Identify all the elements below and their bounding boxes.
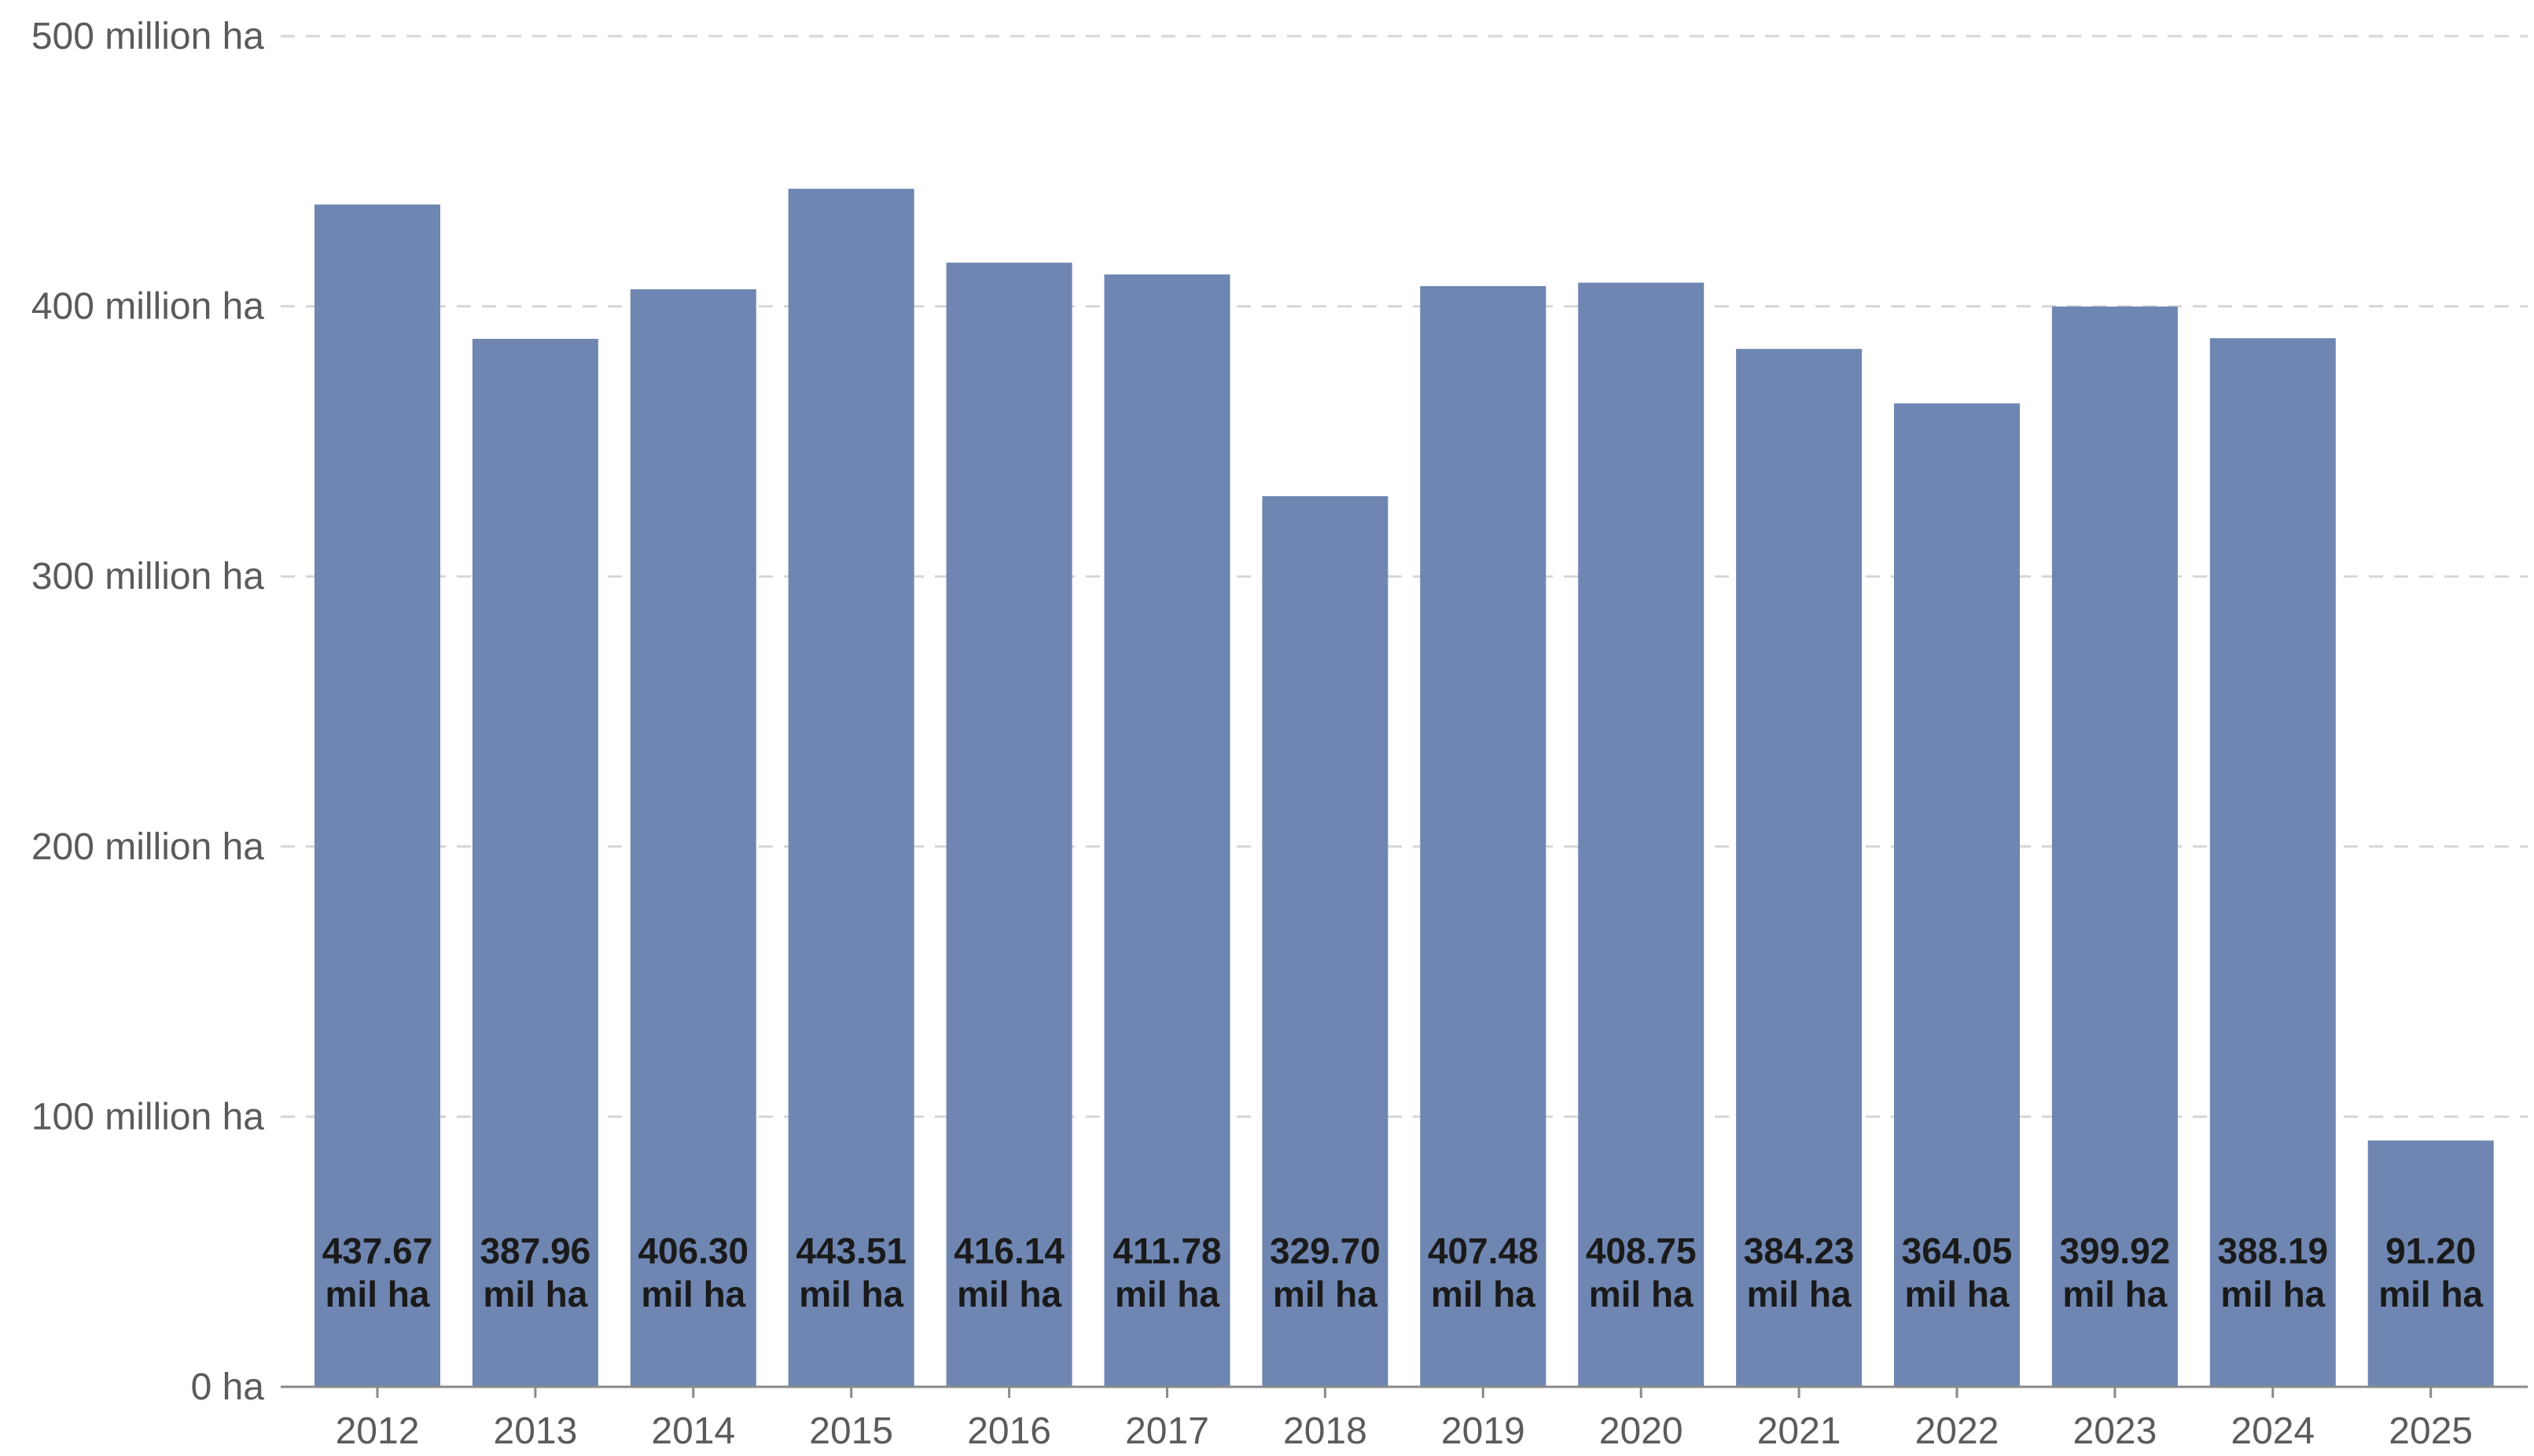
bar-unit-label: mil ha [641, 1274, 745, 1314]
bars [314, 189, 2494, 1388]
y-tick-label: 200 million ha [31, 826, 264, 868]
x-tick-label: 2020 [1599, 1410, 1683, 1452]
x-tick-label: 2023 [2073, 1410, 2157, 1452]
x-tick-label: 2012 [336, 1410, 420, 1452]
bar-unit-label: mil ha [1589, 1274, 1694, 1314]
bar-value-label: 406.30 [638, 1230, 748, 1271]
bar-value-label: 411.78 [1113, 1230, 1221, 1271]
y-tick-label: 500 million ha [31, 16, 264, 57]
bar-value-label: 91.20 [2385, 1230, 2476, 1271]
bar-value-label: 388.19 [2217, 1230, 2328, 1271]
bar [1420, 285, 1547, 1388]
bar-value-label: 443.51 [796, 1230, 907, 1271]
x-tick-label: 2013 [494, 1410, 578, 1452]
gridlines [281, 35, 2528, 1118]
y-tick-label: 400 million ha [31, 286, 264, 328]
x-tick-label: 2016 [967, 1410, 1051, 1452]
x-tick-label: 2019 [1441, 1410, 1525, 1452]
bar [1894, 403, 2020, 1387]
bar-unit-label: mil ha [1747, 1274, 1852, 1314]
bar [2051, 306, 2178, 1387]
bar-unit-label: mil ha [1905, 1274, 2010, 1314]
bar-value-label: 384.23 [1744, 1230, 1855, 1271]
bar [472, 338, 598, 1387]
x-tick-label: 2017 [1125, 1410, 1209, 1452]
x-tick-label: 2025 [2389, 1410, 2473, 1452]
bar-value-label: 437.67 [322, 1230, 433, 1271]
y-tick-label: 300 million ha [31, 556, 264, 597]
bar [2209, 338, 2336, 1387]
x-tick-label: 2021 [1757, 1410, 1841, 1452]
bar-unit-label: mil ha [325, 1274, 430, 1314]
bar [2367, 1140, 2494, 1387]
x-tick-label: 2014 [651, 1410, 735, 1452]
x-tick-label: 2022 [1915, 1410, 1999, 1452]
bar-value-label: 399.92 [2060, 1230, 2171, 1271]
bar [1578, 282, 1705, 1387]
y-tick-label: 100 million ha [31, 1096, 264, 1138]
x-axis: 2012 2013 2014 2015 2016 2017 2018 2019 2020 2021… [281, 1385, 2528, 1452]
bar-unit-label: mil ha [1273, 1274, 1377, 1314]
bar-value-label: 329.70 [1270, 1230, 1381, 1271]
bar-unit-label: mil ha [957, 1274, 1061, 1314]
bar-value-label: 387.96 [480, 1230, 591, 1271]
bar [1262, 496, 1388, 1387]
bar-value-label: 364.05 [1902, 1230, 2013, 1271]
y-axis-ticks: 0 ha 100 million ha 200 million ha 300 mill… [31, 16, 264, 1408]
bar [1736, 348, 1863, 1388]
bar-unit-label: mil ha [2062, 1274, 2167, 1314]
bar-value-label: 408.75 [1586, 1230, 1697, 1271]
bar-unit-label: mil ha [2220, 1274, 2325, 1314]
bar-unit-label: mil ha [2378, 1274, 2483, 1314]
bar [314, 204, 440, 1387]
bar-value-label: 416.14 [954, 1230, 1065, 1271]
bar-unit-label: mil ha [799, 1274, 903, 1314]
bar [788, 189, 914, 1388]
bar [946, 263, 1072, 1388]
x-tick-label: 2018 [1283, 1410, 1367, 1452]
bar-unit-label: mil ha [483, 1274, 587, 1314]
bar [1104, 274, 1230, 1388]
bar-value-label: 407.48 [1428, 1230, 1539, 1271]
bar-unit-label: mil ha [1431, 1274, 1535, 1314]
x-tick-label: 2015 [809, 1410, 893, 1452]
bar-unit-label: mil ha [1115, 1274, 1219, 1314]
bar [630, 289, 756, 1388]
y-tick-label: 0 ha [191, 1366, 265, 1408]
x-tick-label: 2024 [2231, 1410, 2315, 1452]
